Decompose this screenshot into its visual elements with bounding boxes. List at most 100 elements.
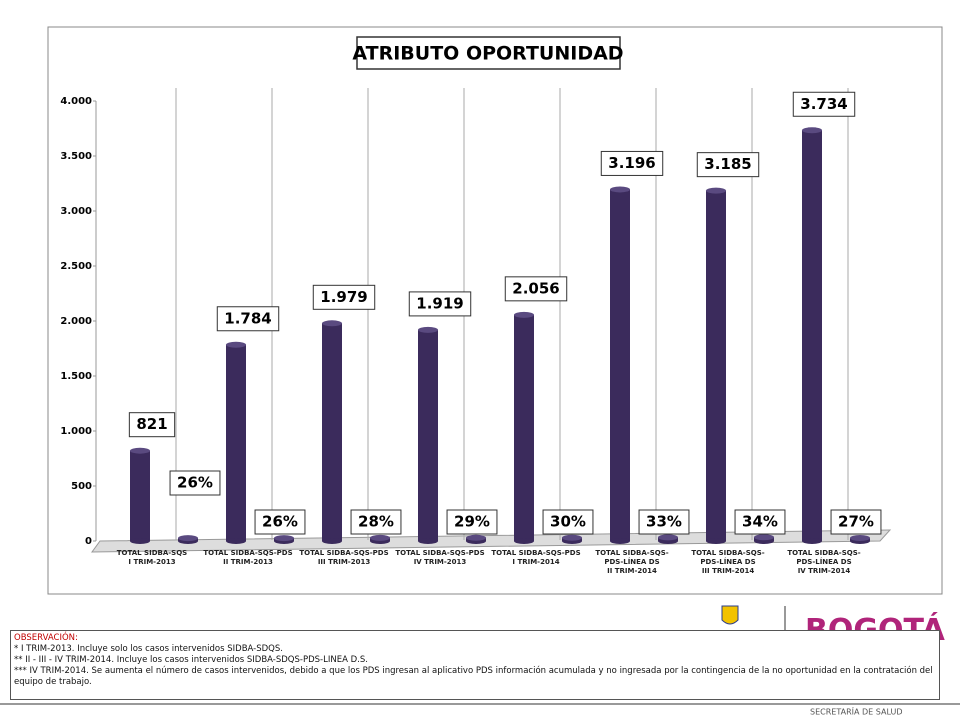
bar-base bbox=[610, 538, 630, 544]
data-label-box bbox=[600, 150, 664, 176]
data-label-box bbox=[254, 509, 306, 535]
data-label: 28% bbox=[350, 509, 402, 535]
y-tick-label: 2.500 bbox=[60, 261, 92, 272]
data-label-text: 30% bbox=[550, 513, 586, 531]
data-label: 26% bbox=[169, 470, 221, 496]
bar-top bbox=[562, 534, 582, 541]
bar-top bbox=[610, 186, 630, 193]
bar-top bbox=[706, 187, 726, 194]
data-label: 3.196 bbox=[600, 150, 664, 176]
y-tick-label: 4.000 bbox=[60, 96, 92, 107]
bar-top bbox=[178, 535, 198, 542]
bar bbox=[706, 190, 726, 541]
data-label-text: 26% bbox=[177, 474, 213, 492]
bar bbox=[226, 344, 246, 541]
data-label-box bbox=[638, 509, 690, 535]
note-line: * I TRIM-2013. Incluye solo los casos in… bbox=[14, 644, 283, 654]
data-label-box bbox=[128, 412, 176, 438]
data-label-text: 3.734 bbox=[800, 95, 847, 113]
shield bbox=[721, 605, 739, 625]
chart-frame bbox=[47, 26, 943, 595]
y-tick-label: 0 bbox=[85, 536, 92, 547]
data-label-box bbox=[696, 152, 760, 178]
data-label-box bbox=[216, 306, 280, 332]
data-label: 27% bbox=[830, 509, 882, 535]
notes-heading: OBSERVACIÓN: bbox=[14, 633, 78, 643]
bar-top bbox=[130, 447, 150, 454]
x-tick-label: TOTAL SIDBA-SQS- PDS-LÍNEA DS III TRIM-2… bbox=[691, 549, 765, 575]
data-label-box bbox=[312, 284, 376, 310]
bar-top bbox=[514, 311, 534, 318]
data-label-text: 28% bbox=[358, 513, 394, 531]
data-label: 2.056 bbox=[504, 276, 568, 302]
bar-top bbox=[274, 535, 294, 542]
data-label: 26% bbox=[254, 509, 306, 535]
y-tick-label: 1.500 bbox=[60, 371, 92, 382]
bar-top bbox=[418, 326, 438, 333]
data-label-text: 26% bbox=[262, 513, 298, 531]
bar-base bbox=[706, 538, 726, 544]
note-line: *** IV TRIM-2014. Se aumenta el número d… bbox=[14, 666, 933, 687]
bar-base bbox=[130, 538, 150, 544]
y-tick-label: 3.000 bbox=[60, 206, 92, 217]
bar bbox=[322, 323, 342, 541]
data-label-text: 27% bbox=[838, 513, 874, 531]
department: SECRETARÍA DE SALUD bbox=[810, 706, 903, 717]
data-label: 30% bbox=[542, 509, 594, 535]
data-label: 3.185 bbox=[696, 152, 760, 178]
y-tick-label: 3.500 bbox=[60, 151, 92, 162]
y-tick-label: 2.000 bbox=[60, 316, 92, 327]
chart-title: ATRIBUTO OPORTUNIDAD bbox=[352, 43, 623, 65]
data-label-text: 821 bbox=[136, 415, 167, 433]
y-tick-label: 500 bbox=[71, 481, 92, 492]
data-label-box bbox=[830, 509, 882, 535]
data-label: 29% bbox=[446, 509, 498, 535]
x-tick-label: TOTAL SIDBA-SQS-PDS IV TRIM-2013 bbox=[395, 549, 485, 566]
data-label: 821 bbox=[128, 412, 176, 438]
x-tick-label: TOTAL SIDBA-SQS I TRIM-2013 bbox=[116, 549, 188, 566]
data-label-text: 29% bbox=[454, 513, 490, 531]
x-tick-label: TOTAL SIDBA-SQS- PDS-LÍNEA DS IV TRIM-20… bbox=[787, 549, 861, 575]
x-tick-label: TOTAL SIDBA-SQS-PDS III TRIM-2013 bbox=[299, 549, 389, 566]
note-line: ** II - III - IV TRIM-2014. Incluye los … bbox=[14, 655, 368, 665]
bar bbox=[802, 130, 822, 541]
x-tick-label: TOTAL SIDBA-SQS-PDS I TRIM-2014 bbox=[491, 549, 581, 566]
data-label-text: 33% bbox=[646, 513, 682, 531]
data-label-box bbox=[734, 509, 786, 535]
data-label-text: 1.784 bbox=[224, 309, 271, 327]
data-label: 3.734 bbox=[792, 91, 856, 117]
bar-top bbox=[850, 535, 870, 542]
bar-top bbox=[754, 534, 774, 541]
data-label-text: 3.185 bbox=[704, 155, 751, 173]
y-tick-label: 1.000 bbox=[60, 426, 92, 437]
data-label-box bbox=[792, 91, 856, 117]
data-label-text: 1.919 bbox=[416, 294, 463, 312]
bar-base bbox=[322, 538, 342, 544]
bar bbox=[610, 189, 630, 541]
data-label-text: 2.056 bbox=[512, 279, 559, 297]
data-label: 33% bbox=[638, 509, 690, 535]
bar bbox=[514, 314, 534, 541]
bar bbox=[130, 450, 150, 541]
bar-top bbox=[802, 127, 822, 134]
data-label-text: 1.979 bbox=[320, 288, 367, 306]
data-label: 34% bbox=[734, 509, 786, 535]
observations: OBSERVACIÓN: * I TRIM-2013. Incluye solo … bbox=[10, 630, 940, 700]
data-label: 1.784 bbox=[216, 306, 280, 332]
title-box bbox=[356, 36, 621, 70]
data-label: 1.919 bbox=[408, 291, 472, 317]
data-label-box bbox=[408, 291, 472, 317]
bar-top bbox=[322, 320, 342, 327]
data-label-box bbox=[542, 509, 594, 535]
bar-top bbox=[370, 534, 390, 541]
data-label-text: 34% bbox=[742, 513, 778, 531]
x-tick-label: TOTAL SIDBA-SQS- PDS-LÍNEA DS II TRIM-20… bbox=[595, 549, 669, 575]
bar-base bbox=[802, 538, 822, 544]
bar-base bbox=[418, 538, 438, 544]
data-label-box bbox=[169, 470, 221, 496]
bar-top bbox=[466, 534, 486, 541]
data-label-text: 3.196 bbox=[608, 154, 655, 172]
data-label-box bbox=[446, 509, 498, 535]
x-tick-label: TOTAL SIDBA-SQS-PDS II TRIM-2013 bbox=[203, 549, 293, 566]
